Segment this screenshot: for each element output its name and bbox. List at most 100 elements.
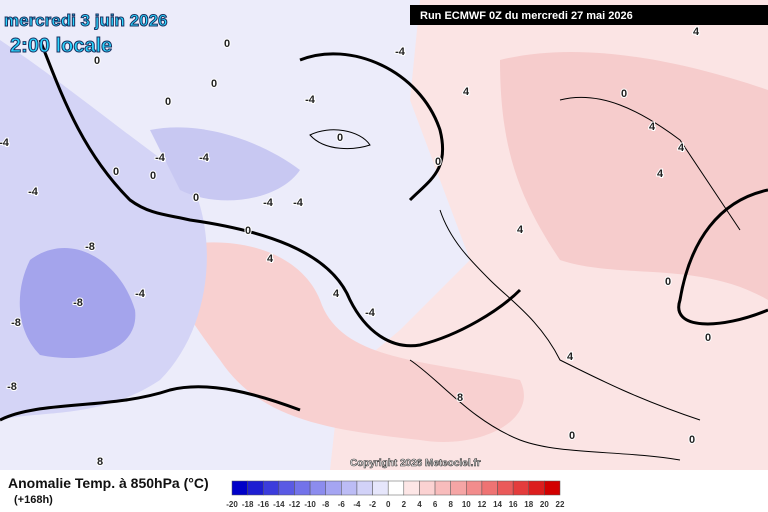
contour-label: 0 — [94, 55, 100, 67]
colorbar-tick-label: 8 — [448, 500, 453, 509]
colorbar-tick-label: -14 — [273, 500, 285, 509]
colorbar-box — [481, 480, 498, 496]
contour-label: -4 — [28, 186, 39, 198]
contour-label: 0 — [621, 88, 627, 100]
colorbar-tick-label: -12 — [289, 500, 301, 509]
colorbar-box — [512, 480, 530, 496]
colorbar-tick-label: 6 — [433, 500, 438, 509]
contour-label: 4 — [517, 224, 524, 236]
contour-label: -4 — [155, 152, 166, 164]
contour-label: -4 — [263, 197, 274, 209]
colorbar-box — [247, 480, 264, 496]
colorbar-tick-label: 16 — [509, 500, 518, 509]
contour-label: 0 — [193, 192, 199, 204]
colorbar-box — [356, 480, 373, 496]
colorbar-box — [372, 480, 389, 496]
contour-label: 8 — [457, 392, 463, 404]
colorbar-tick-label: -16 — [257, 500, 269, 509]
legend-lead: (+168h) — [14, 494, 53, 506]
contour-label: 4 — [693, 26, 700, 38]
contour-label: 4 — [649, 121, 656, 133]
contour-label: 4 — [463, 86, 470, 98]
contour-label: -4 — [365, 307, 376, 319]
colorbar: -20 -18 -16 -14 -12 -10 -8 -6 -4 -2 0 2 4 6 8 10 12 14 16 1… — [226, 480, 565, 509]
colorbar-tick-label: -8 — [322, 500, 330, 509]
zero-isotherm — [0, 39, 768, 422]
isotherm-line — [0, 385, 301, 422]
colorbar-box — [450, 480, 467, 496]
contour-label: 0 — [245, 225, 251, 237]
contour-labels: 0 0 0 0 -4 -4 -4 -4 -4 -4 0 0 0 -4 -4 0 0 4 4 0 4 4 4 0 4 -8 -8 -8 -… — [0, 25, 712, 469]
contour-label: 4 — [567, 351, 574, 363]
colorbar-tick-label: 18 — [524, 500, 533, 509]
coastline — [439, 209, 701, 421]
cold-patch — [150, 127, 300, 201]
colorbar-box — [231, 480, 248, 496]
colorbar-box — [387, 480, 405, 496]
colorbar-box — [434, 480, 451, 496]
contour-label: 0 — [689, 434, 695, 446]
run-info: Run ECMWF 0Z du mercredi 27 mai 2026 — [420, 10, 633, 22]
contour-label: 0 — [705, 332, 711, 344]
contour-label: 4 — [657, 168, 664, 180]
colorbar-tick-label: 20 — [540, 500, 549, 509]
colorbar-tick-label: 12 — [477, 500, 486, 509]
contour-label: -4 — [293, 197, 304, 209]
contour-label: 0 — [569, 430, 575, 442]
colorbar-box — [403, 480, 420, 496]
colorbar-box — [528, 480, 545, 496]
contour-label: -4 — [199, 152, 210, 164]
date: mercredi 3 juin 2026 — [4, 11, 167, 30]
colorbar-box — [294, 480, 311, 496]
contour-label: 4 — [267, 253, 274, 265]
colorbar-tick-label: 22 — [556, 500, 565, 509]
cold-core — [19, 248, 136, 358]
contour-label: 0 — [224, 38, 230, 50]
colorbar-tick-label: 0 — [386, 500, 391, 509]
contour-label: -8 — [7, 381, 17, 393]
time: 2:00 locale — [10, 35, 112, 57]
contour-label: 0 — [113, 166, 119, 178]
contour-label: -8 — [11, 317, 21, 329]
contour-label: 4 — [678, 142, 685, 154]
colorbar-box — [262, 480, 280, 496]
colorbar-box — [341, 480, 358, 496]
contour-label: -4 — [135, 288, 146, 300]
contour-label: -4 — [0, 137, 10, 149]
colorbar-box — [419, 480, 436, 496]
coastlines — [309, 96, 741, 461]
contour-label: 0 — [435, 156, 441, 168]
colorbar-box — [278, 480, 295, 496]
copyright: Copyright 2026 Meteociel.fr — [350, 458, 481, 469]
isotherm-line — [677, 188, 768, 326]
colorbar-box — [497, 480, 514, 496]
isotherm-line — [299, 52, 445, 202]
contour-label: -4 — [395, 46, 406, 58]
colorbar-tick-label: 10 — [462, 500, 471, 509]
isotherm-line — [38, 39, 522, 348]
colorbar-tick-label: 4 — [417, 500, 422, 509]
colorbar-tick-label: -4 — [353, 500, 361, 509]
coastline — [559, 96, 741, 231]
contour-label: 0 — [665, 276, 671, 288]
warm-atlantic — [160, 242, 524, 442]
colorbar-box — [325, 480, 342, 496]
colorbar-tick-label: -20 — [226, 500, 238, 509]
colorbar-tick-label: -10 — [304, 500, 316, 509]
colorbar-tick-label: -6 — [338, 500, 346, 509]
contour-label: -8 — [73, 297, 83, 309]
colorbar-tick-label: -18 — [242, 500, 254, 509]
run-box — [410, 5, 768, 25]
legend-title: Anomalie Temp. à 850hPa (°C) — [8, 475, 209, 491]
contour-label: -4 — [305, 94, 316, 106]
contour-label: -8 — [85, 241, 95, 253]
contour-label: 0 — [165, 96, 171, 108]
coastline — [409, 359, 681, 461]
colorbar-tick-label: 14 — [493, 500, 502, 509]
colorbar-box — [544, 480, 561, 496]
contour-label: 4 — [333, 288, 340, 300]
colorbar-box — [466, 480, 483, 496]
colorbar-tick-label: 2 — [402, 500, 407, 509]
